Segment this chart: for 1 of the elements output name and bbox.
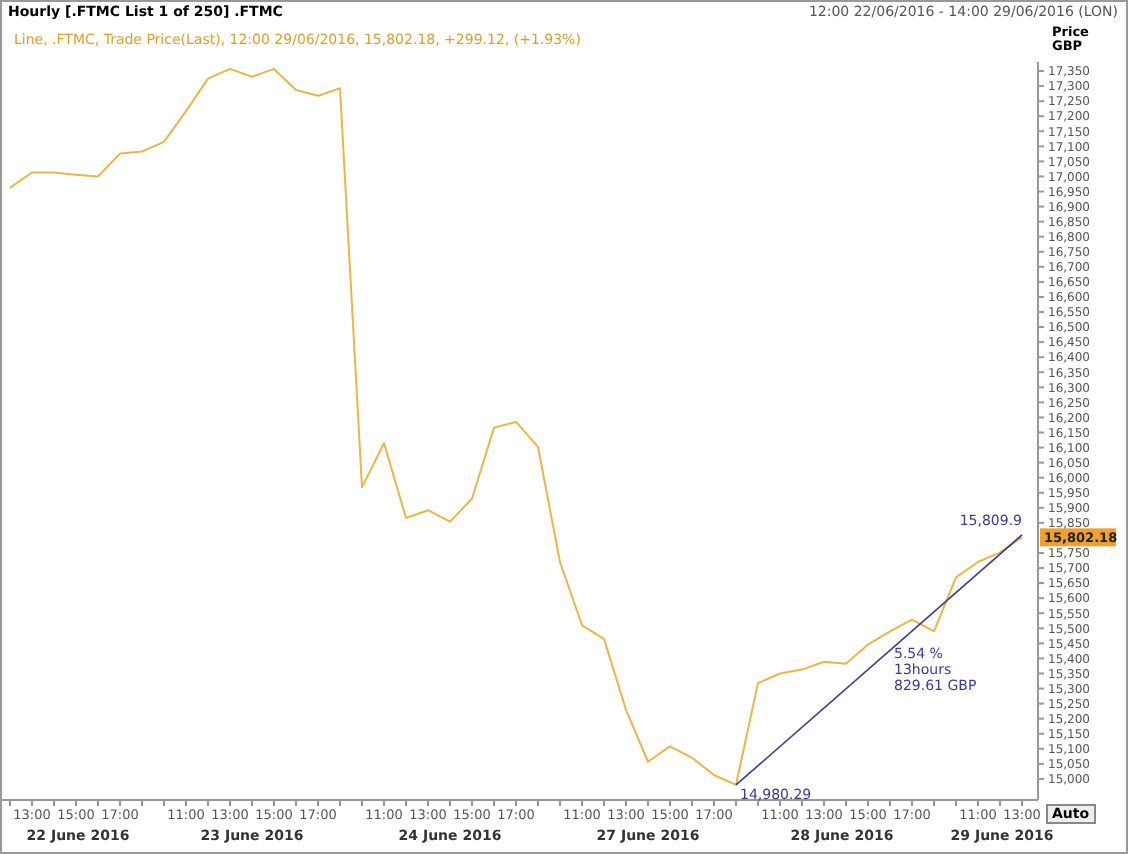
line-series [9,67,1023,786]
